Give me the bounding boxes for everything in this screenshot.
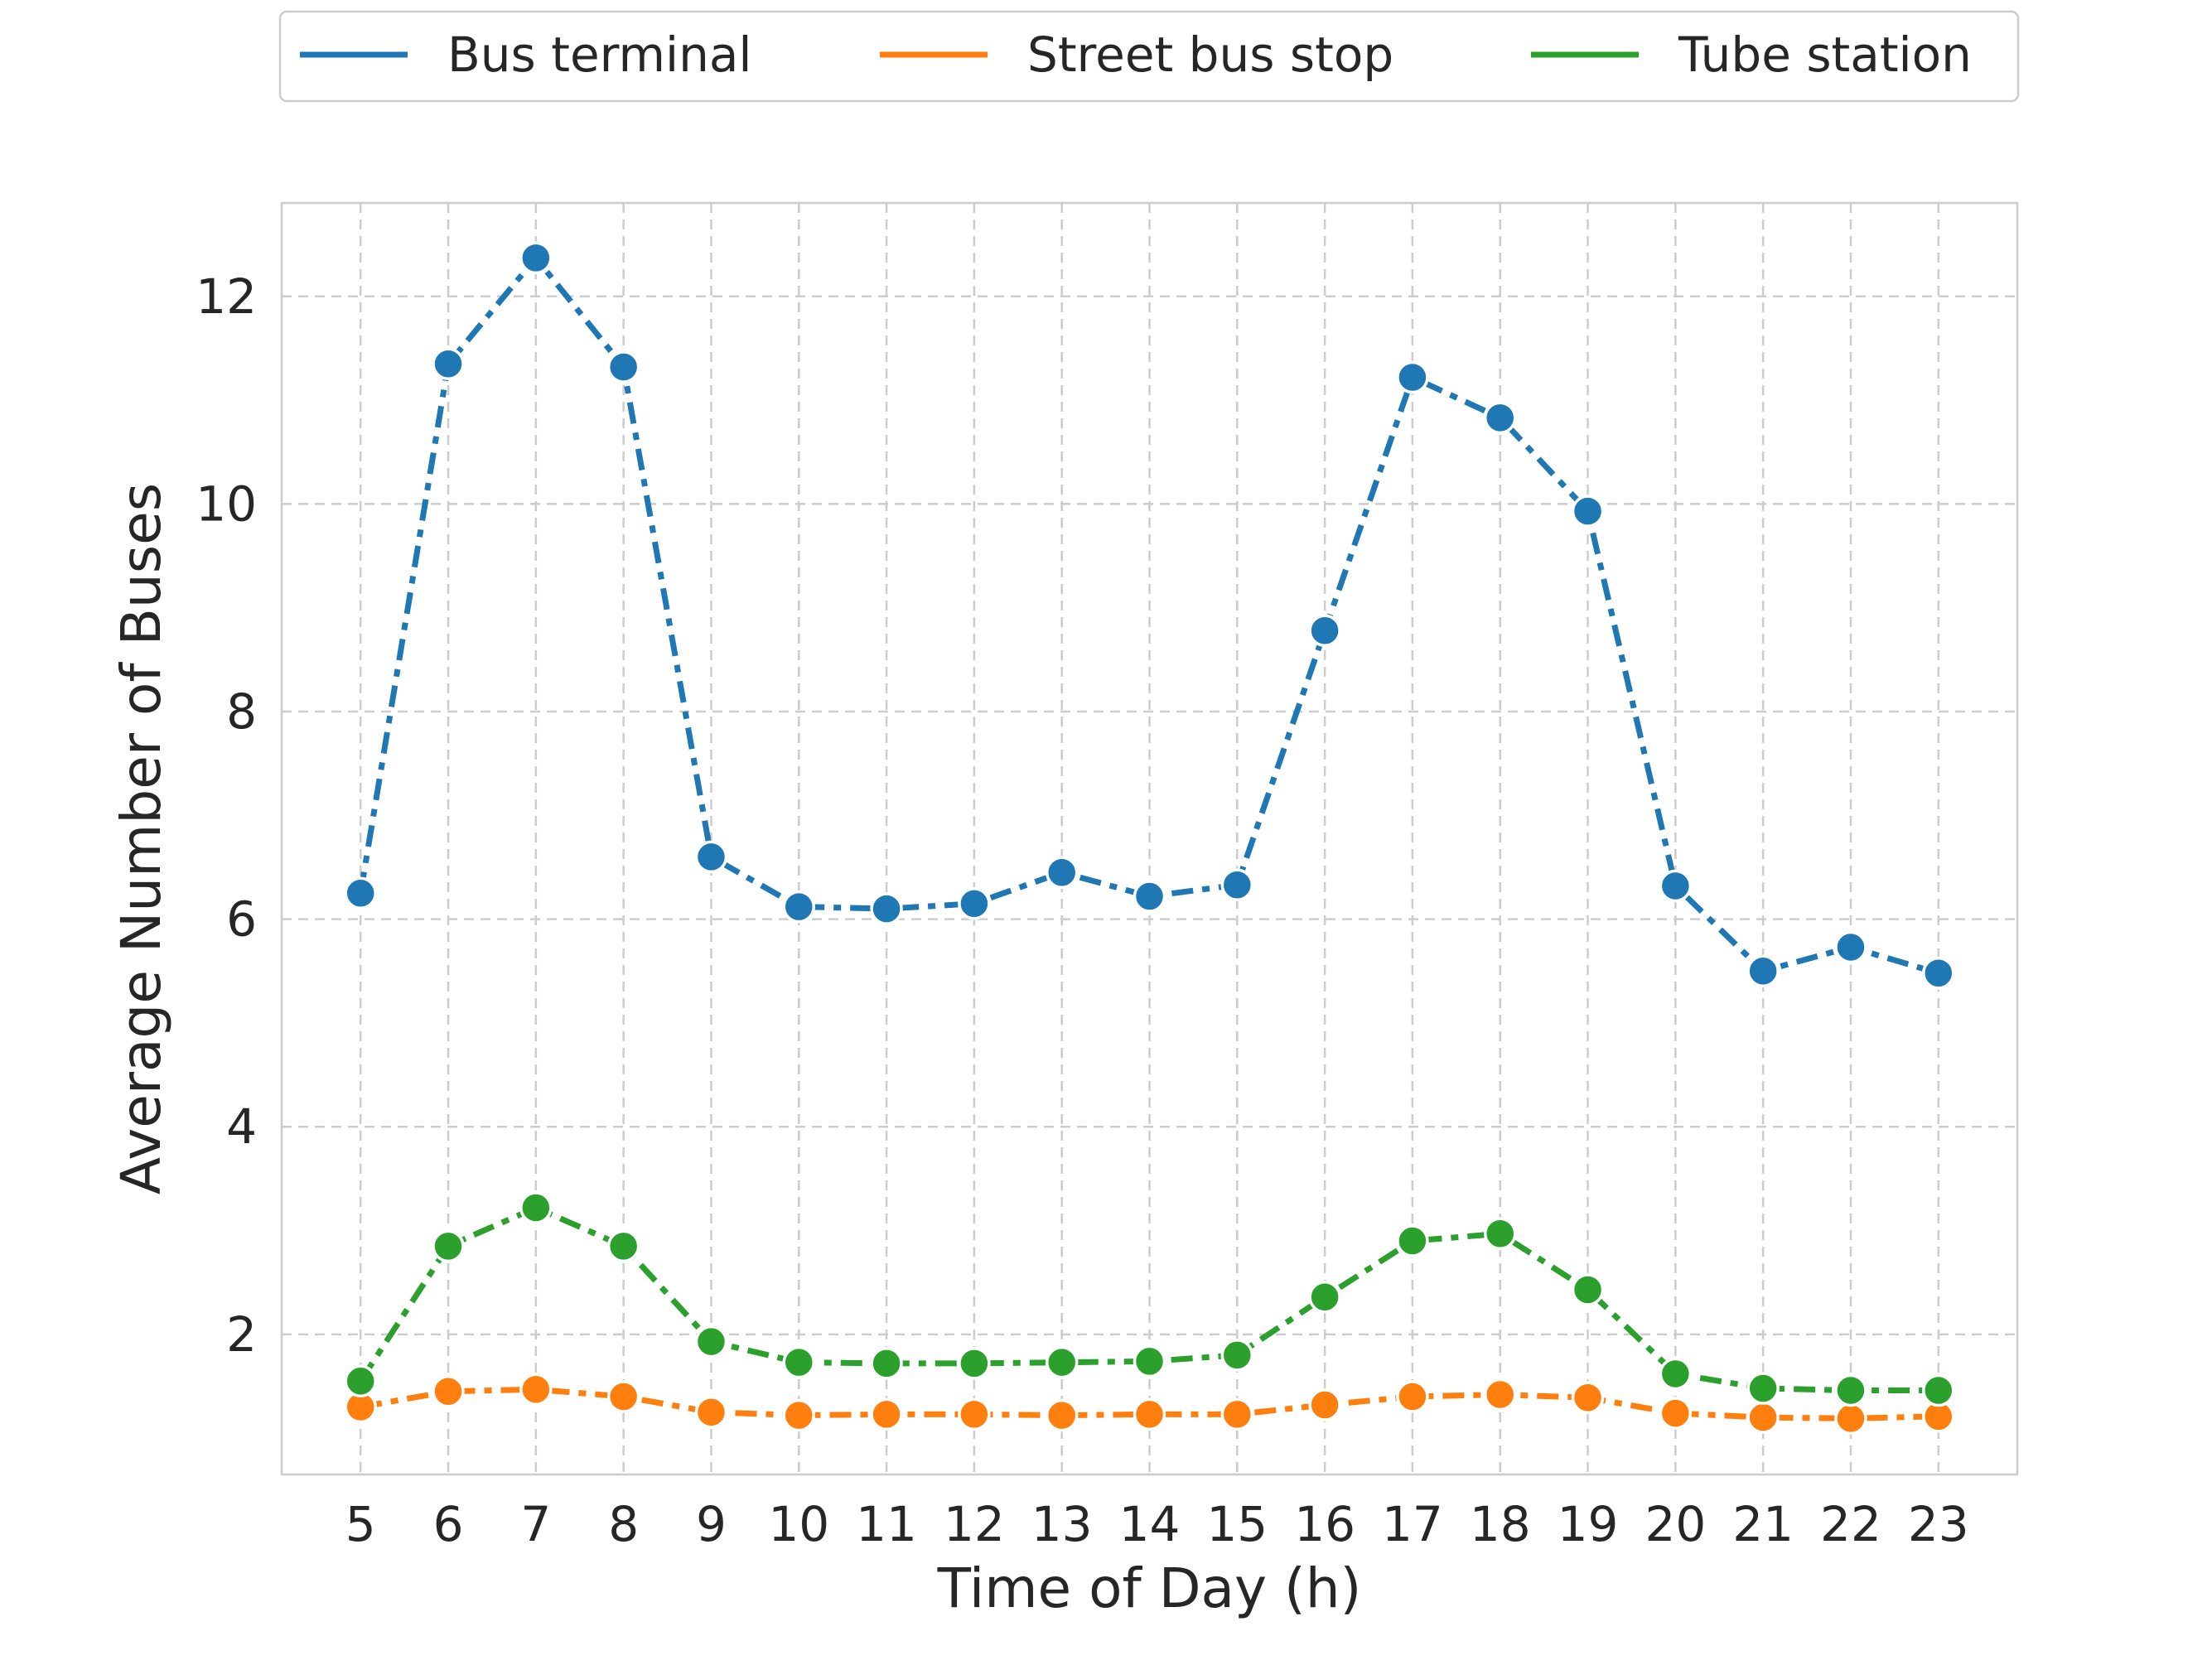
data-point [1045, 1345, 1079, 1379]
data-point [1220, 1397, 1254, 1431]
data-point [1396, 1380, 1429, 1413]
x-tick-label: 17 [1382, 1496, 1443, 1552]
y-tick-label: 10 [196, 475, 257, 532]
data-point [782, 890, 816, 924]
gridlines [282, 203, 2017, 1474]
x-tick-label: 12 [944, 1496, 1005, 1552]
x-axis-title: Time of Day (h) [937, 1556, 1362, 1620]
y-tick-label: 8 [226, 683, 257, 740]
x-tick-label: 15 [1206, 1496, 1268, 1552]
data-point [958, 1397, 991, 1431]
y-tick-label: 12 [196, 268, 257, 325]
data-point [1483, 1378, 1517, 1412]
data-point [606, 1229, 640, 1263]
plot-frame [280, 201, 2019, 1476]
x-tick-label: 5 [345, 1496, 376, 1552]
data-point [1659, 1357, 1693, 1391]
data-point [1922, 957, 1955, 990]
legend-frame [278, 10, 2020, 103]
legend-label: Street bus stop [1027, 27, 1393, 83]
x-axis-ticks: 5 6 7 8 9 10 11 12 13 14 15 16 17 18 19 20 21 22 23 [345, 1496, 1969, 1552]
data-point [694, 840, 728, 874]
x-tick-label: 19 [1558, 1496, 1619, 1552]
data-point [1308, 1388, 1341, 1421]
data-point [432, 347, 465, 380]
data-point [694, 1396, 728, 1429]
x-tick-label: 11 [856, 1496, 917, 1552]
x-tick-label: 13 [1031, 1496, 1093, 1552]
data-point [606, 350, 640, 384]
data-point [1396, 1224, 1429, 1257]
x-tick-label: 14 [1119, 1496, 1181, 1552]
x-tick-label: 20 [1645, 1496, 1706, 1552]
y-tick-label: 2 [226, 1306, 257, 1363]
data-point [1483, 1217, 1517, 1251]
x-tick-label: 16 [1294, 1496, 1355, 1552]
x-tick-label: 18 [1470, 1496, 1531, 1552]
data-point [1308, 614, 1341, 648]
legend-label: Tube station [1678, 27, 1972, 83]
data-point [1834, 1373, 1867, 1407]
data-point [870, 1397, 903, 1431]
y-axis-ticks: 2 4 6 8 10 12 [196, 268, 257, 1363]
data-point [1045, 856, 1079, 889]
data-point [344, 1364, 377, 1397]
x-tick-label: 22 [1820, 1496, 1881, 1552]
data-point [1571, 1381, 1605, 1415]
series-street-bus-stop [344, 1373, 1955, 1436]
data-point [1659, 1397, 1693, 1430]
data-point [870, 892, 903, 925]
series-group [344, 241, 1955, 1436]
data-point [519, 1191, 553, 1224]
data-point [1834, 930, 1867, 964]
data-point [1746, 954, 1780, 988]
y-axis-title: Average Number of Buses [109, 483, 173, 1194]
data-point [1746, 1401, 1780, 1434]
data-point [1308, 1280, 1341, 1314]
data-point [344, 876, 377, 910]
data-point [432, 1375, 465, 1408]
data-point [1659, 869, 1693, 903]
x-tick-label: 23 [1908, 1496, 1969, 1552]
data-point [870, 1347, 903, 1380]
data-point [1045, 1398, 1079, 1432]
data-point [1571, 1273, 1605, 1306]
data-point [1220, 1339, 1254, 1372]
data-point [606, 1380, 640, 1413]
data-point [432, 1229, 465, 1263]
y-tick-label: 4 [226, 1098, 257, 1155]
data-point [519, 1373, 553, 1406]
x-tick-label: 7 [520, 1496, 551, 1552]
data-point [1133, 880, 1166, 913]
data-point [1396, 360, 1429, 394]
series-bus-terminal [344, 241, 1955, 990]
x-tick-label: 9 [696, 1496, 727, 1552]
data-point [1483, 401, 1517, 435]
legend: Bus terminal Street bus stop Tube station [278, 10, 2020, 103]
data-point [782, 1398, 816, 1432]
legend-label: Bus terminal [447, 27, 751, 83]
data-point [1133, 1397, 1166, 1431]
series-tube-station [344, 1191, 1955, 1407]
x-tick-label: 21 [1732, 1496, 1794, 1552]
data-point [958, 1347, 991, 1380]
data-point [782, 1345, 816, 1379]
data-point [694, 1325, 728, 1359]
data-point [958, 887, 991, 920]
data-point [1834, 1402, 1867, 1436]
x-tick-label: 10 [768, 1496, 829, 1552]
data-point [519, 241, 553, 275]
x-tick-label: 8 [608, 1496, 639, 1552]
data-point [1220, 868, 1254, 902]
data-point [1922, 1373, 1955, 1407]
data-point [1746, 1372, 1780, 1405]
data-point [1571, 495, 1605, 528]
x-tick-label: 6 [433, 1496, 464, 1552]
y-tick-label: 6 [226, 891, 257, 948]
data-point [1133, 1344, 1166, 1378]
